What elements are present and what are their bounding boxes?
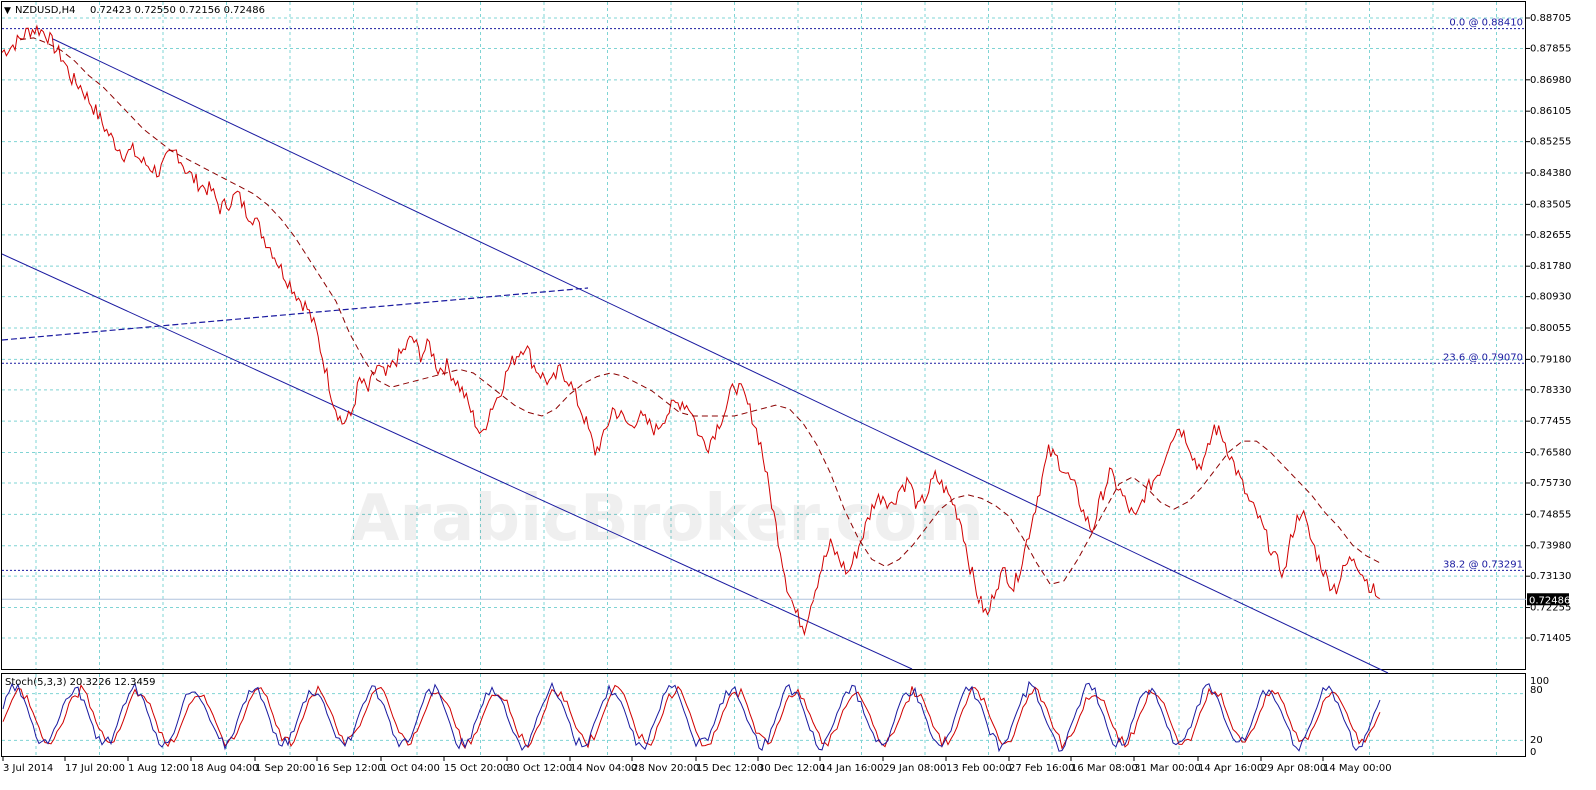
channel-lower-line <box>1 253 913 670</box>
time-tick-label: 17 Jul 20:00 <box>65 763 125 774</box>
fib-level-label: 23.6 @ 0.79070 <box>1443 352 1523 363</box>
price-tick-label: 0.86105 <box>1530 106 1571 117</box>
time-tick-label: 29 Jan 08:00 <box>883 763 946 774</box>
fib-level-label: 38.2 @ 0.73291 <box>1443 559 1523 570</box>
ohlc-values: 0.72423 0.72550 0.72156 0.72486 <box>90 5 265 16</box>
price-tick-label: 0.80930 <box>1530 292 1571 303</box>
price-tick-label: 0.84380 <box>1530 168 1571 179</box>
channel-upper-line <box>52 38 1389 674</box>
svg-text:20: 20 <box>1530 735 1543 746</box>
price-tick-label: 0.85255 <box>1530 137 1571 148</box>
time-tick-label: 1 Sep 20:00 <box>255 763 315 774</box>
time-tick-label: 16 Mar 08:00 <box>1071 763 1138 774</box>
stoch-panel-frame <box>1 673 1526 757</box>
time-tick-label: 30 Dec 12:00 <box>758 763 825 774</box>
time-tick-label: 14 Apr 16:00 <box>1198 763 1263 774</box>
current-price-label-bg <box>1527 593 1569 606</box>
price-series <box>1 24 1381 637</box>
price-tick-label: 0.71405 <box>1530 633 1571 644</box>
price-tick-label: 0.80055 <box>1530 323 1571 334</box>
svg-text:100: 100 <box>1530 676 1549 687</box>
time-tick-label: 1 Aug 12:00 <box>128 763 189 774</box>
price-tick-label: 0.82655 <box>1530 230 1571 241</box>
dashed-trend-line <box>1 287 589 341</box>
stoch-axis: 100 80 20 0 <box>1530 676 1549 758</box>
time-tick-label: 13 Feb 00:00 <box>946 763 1012 774</box>
symbol-title: NZDUSD,H4 <box>15 5 75 16</box>
price-tick-label: 0.73130 <box>1530 571 1571 582</box>
price-tick-label: 0.79180 <box>1530 354 1571 365</box>
time-tick-label: 27 Feb 16:00 <box>1009 763 1075 774</box>
price-tick-label: 0.83505 <box>1530 199 1571 210</box>
current-price-label: 0.72486 <box>1529 595 1570 606</box>
time-tick-label: 16 Sep 12:00 <box>317 763 384 774</box>
moving-average-line <box>19 37 1381 585</box>
stoch-main-line <box>2 680 1381 753</box>
stochastic-series <box>2 680 1381 753</box>
price-tick-label: 0.75730 <box>1530 478 1571 489</box>
price-tick-label: 0.76580 <box>1530 448 1571 459</box>
price-tick-label: 0.78330 <box>1530 385 1571 396</box>
watermark: ArabicBroker.com <box>350 482 984 556</box>
time-tick-label: 15 Dec 12:00 <box>696 763 763 774</box>
stoch-title: Stoch(5,3,3) 20.3226 12.3459 <box>5 677 156 688</box>
fibonacci-levels: 0.0 @ 0.88410 23.6 @ 0.79070 38.2 @ 0.7329… <box>2 18 1526 571</box>
time-tick-label: 15 Oct 20:00 <box>444 763 509 774</box>
fib-level-label: 0.0 @ 0.88410 <box>1449 18 1523 29</box>
time-tick-label: 31 Mar 00:00 <box>1134 763 1201 774</box>
main-panel-frame <box>1 1 1526 670</box>
time-tick-label: 3 Jul 2014 <box>3 763 53 774</box>
svg-text:80: 80 <box>1530 685 1543 696</box>
price-tick-label: 0.73980 <box>1530 541 1571 552</box>
time-axis: 3 Jul 2014 17 Jul 20:00 1 Aug 12:00 18 Aug … <box>2 757 1392 774</box>
price-axis: 0.88705 0.87855 0.86980 0.86105 0.85255 0.843… <box>1526 13 1571 644</box>
collapse-arrow-icon[interactable]: ▼ <box>4 6 11 16</box>
time-tick-label: 14 May 00:00 <box>1323 763 1392 774</box>
price-tick-label: 0.81780 <box>1530 261 1571 272</box>
time-tick-label: 1 Oct 04:00 <box>381 763 440 774</box>
price-tick-label: 0.77455 <box>1530 416 1571 427</box>
price-tick-label: 0.72255 <box>1530 603 1571 614</box>
price-tick-label: 0.88705 <box>1530 13 1571 24</box>
price-line <box>1 24 1381 637</box>
time-tick-label: 18 Aug 04:00 <box>191 763 258 774</box>
svg-text:0: 0 <box>1530 747 1536 758</box>
price-tick-label: 0.74855 <box>1530 509 1571 520</box>
price-tick-label: 0.86980 <box>1530 75 1571 86</box>
time-tick-label: 30 Oct 12:00 <box>507 763 572 774</box>
time-tick-label: 14 Nov 04:00 <box>570 763 637 774</box>
price-tick-label: 0.87855 <box>1530 43 1571 54</box>
grid-lines <box>2 2 1526 756</box>
time-tick-label: 29 Apr 08:00 <box>1261 763 1326 774</box>
time-tick-label: 28 Nov 20:00 <box>632 763 699 774</box>
time-tick-label: 14 Jan 16:00 <box>820 763 883 774</box>
